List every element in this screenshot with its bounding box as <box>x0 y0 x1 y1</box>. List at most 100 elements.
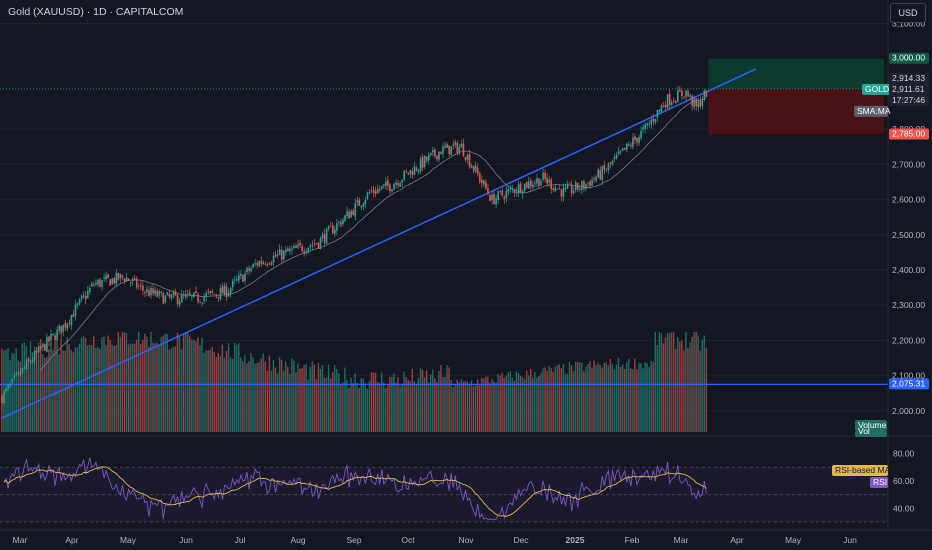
rsi-pane <box>0 435 932 523</box>
volume-bar <box>462 381 465 432</box>
candle-body <box>103 277 105 279</box>
time-tick-label: 2025 <box>566 535 585 545</box>
candle-body <box>442 146 444 155</box>
price-tick-label: 2,700.00 <box>892 159 925 169</box>
candle-body <box>358 199 361 206</box>
volume-bar <box>640 363 642 432</box>
candle-body <box>509 188 512 190</box>
candle-body <box>672 101 675 103</box>
volume-bar <box>597 362 599 432</box>
volume-bar <box>91 345 93 432</box>
time-axis[interactable]: Mar Apr May Jun Jul Aug Sep Oct Nov Dec 2025 Feb Mar… <box>0 529 932 545</box>
candle-body <box>685 90 687 97</box>
volume-bar <box>176 332 179 432</box>
volume-bar <box>280 360 283 432</box>
volume-bar <box>287 367 289 432</box>
candle-body <box>579 188 581 190</box>
candle-body <box>630 144 632 147</box>
volume-bar <box>611 364 614 432</box>
candle-body <box>238 275 240 281</box>
candle-body <box>385 181 387 187</box>
volume-bar <box>513 380 516 432</box>
volume-bar <box>466 381 469 432</box>
volume-bar <box>519 375 522 432</box>
volume-bar <box>254 363 256 432</box>
candle-body <box>634 136 636 140</box>
volume-bar <box>211 346 213 432</box>
volume-bar <box>579 362 581 432</box>
candle-body <box>587 182 589 184</box>
trendline[interactable] <box>1 68 757 419</box>
volume-bar <box>140 343 142 432</box>
volume-bar <box>21 343 24 432</box>
volume-bar <box>293 360 295 432</box>
volume-bar <box>401 383 403 432</box>
volume-bar <box>491 378 493 432</box>
volume-bar <box>646 363 648 432</box>
volume-bar <box>227 343 230 432</box>
candle-body <box>564 187 567 190</box>
candle-body <box>303 251 305 253</box>
volume-bar <box>336 368 338 432</box>
candle-body <box>652 118 655 122</box>
candle-body <box>217 296 220 298</box>
candle-body <box>370 190 373 192</box>
candle-body <box>258 261 261 267</box>
candle-body <box>233 279 236 281</box>
volume-bar <box>9 359 11 432</box>
volume-bar <box>131 343 134 432</box>
volume-bar <box>166 333 168 432</box>
candle-body <box>389 184 391 192</box>
volume-bar <box>50 342 52 432</box>
volume-bar <box>170 348 173 432</box>
volume-bar <box>576 362 579 432</box>
volume-bar <box>458 382 460 432</box>
volume-bar <box>648 366 650 432</box>
volume-bar <box>117 332 119 432</box>
candle-body <box>80 296 83 299</box>
currency-button[interactable]: USD <box>890 3 926 23</box>
candle-body <box>44 344 46 351</box>
price-tick-label: 2,100.00 <box>892 371 925 381</box>
candle-body <box>493 193 495 205</box>
candle-body <box>327 226 330 229</box>
candle-body <box>329 225 332 227</box>
volume-bar <box>642 368 644 432</box>
volume-bar <box>180 349 183 432</box>
risk-reward-zones <box>0 58 888 135</box>
volume-bar <box>421 369 424 432</box>
volume-bar <box>656 345 659 432</box>
candle-body <box>691 95 693 106</box>
volume-bar <box>268 355 271 432</box>
candle-body <box>99 279 101 287</box>
time-tick-label: May <box>120 535 137 545</box>
candle-body <box>534 182 536 184</box>
candle-body <box>530 180 532 187</box>
volume-bar <box>574 361 577 432</box>
volume-bar <box>556 365 558 432</box>
candle-body <box>507 189 510 192</box>
candle-body <box>350 211 352 218</box>
volume-bar <box>668 333 671 432</box>
volume-bar <box>168 349 171 432</box>
volume-bar <box>248 361 250 432</box>
rsi-line <box>3 457 707 520</box>
candle-body <box>697 101 700 108</box>
candle-body <box>640 130 642 139</box>
volume-bar <box>370 372 373 432</box>
candle-body <box>144 292 146 293</box>
candle-body <box>287 248 289 252</box>
volume-bar <box>472 386 475 432</box>
candle-body <box>554 187 557 192</box>
volume-bar <box>544 367 546 432</box>
candle-body <box>611 160 614 164</box>
volume-bar <box>552 371 554 432</box>
volume-bar <box>423 377 426 432</box>
candle-body <box>211 291 214 293</box>
candle-body <box>278 249 281 256</box>
candle-body <box>356 200 359 203</box>
candle-body <box>52 333 54 335</box>
volume-bar <box>628 358 630 432</box>
candle-body <box>638 136 640 144</box>
